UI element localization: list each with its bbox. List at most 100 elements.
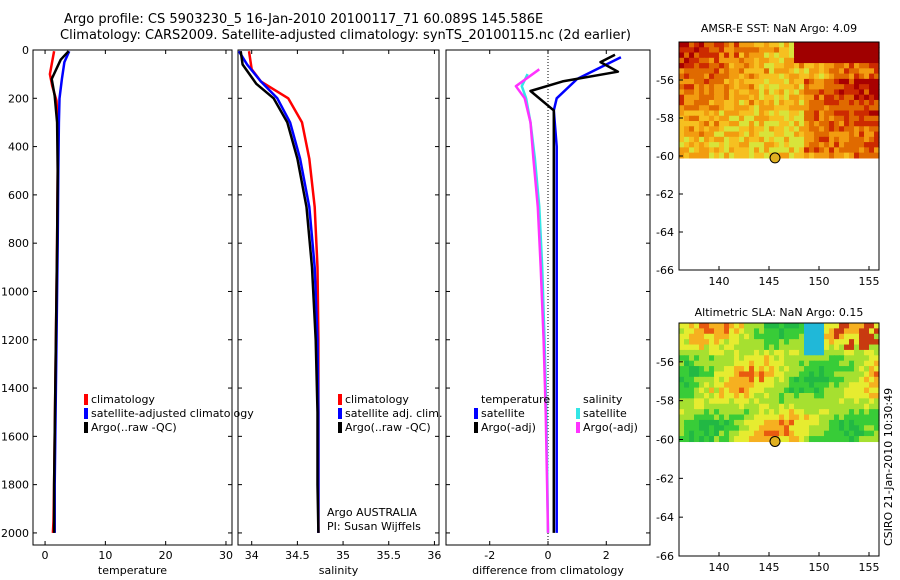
sst-map-cell bbox=[814, 142, 820, 148]
sst-map-cell bbox=[779, 63, 785, 69]
sst-map-cell bbox=[739, 84, 745, 91]
sla-map-xtick-label: 155 bbox=[859, 561, 880, 574]
sla-map-cell bbox=[814, 392, 820, 399]
sst-map-cell bbox=[744, 115, 750, 122]
sst-map-cell bbox=[739, 42, 745, 48]
sst-map-cell bbox=[684, 52, 690, 59]
sla-map-cell bbox=[704, 328, 710, 335]
sla-map-cell bbox=[709, 355, 715, 362]
sla-map-cell bbox=[774, 419, 780, 426]
sla-map-cell bbox=[849, 392, 855, 399]
sla-map-cell bbox=[694, 328, 700, 335]
sst-map-cell bbox=[864, 84, 870, 91]
sla-map-cell bbox=[759, 376, 765, 383]
sst-map-cell bbox=[754, 121, 760, 127]
sla-map-cell bbox=[734, 430, 740, 437]
sla-map-cell bbox=[709, 430, 715, 437]
sst-map-cell bbox=[789, 136, 795, 143]
sst-map-cell bbox=[699, 89, 705, 96]
sla-map-cell bbox=[734, 409, 740, 416]
sla-map-cell bbox=[839, 382, 845, 389]
sst-map-cell bbox=[864, 42, 870, 48]
sst-map-cell bbox=[784, 94, 790, 101]
sla-map-cell bbox=[719, 344, 725, 351]
sst-map-cell bbox=[769, 142, 775, 148]
sla-map-cell bbox=[709, 414, 715, 421]
sla-map-cell bbox=[874, 409, 880, 416]
sst-map-xtick-label: 140 bbox=[709, 275, 730, 288]
sst-map-cell bbox=[829, 52, 835, 59]
sla-map-cell bbox=[799, 323, 805, 329]
sla-map-cell bbox=[854, 430, 860, 437]
sst-map-cell bbox=[834, 52, 840, 59]
sla-map-cell bbox=[739, 387, 745, 394]
sla-map-cell bbox=[734, 349, 740, 356]
sst-map-cell bbox=[774, 57, 780, 64]
sst-map-cell bbox=[744, 131, 750, 138]
sst-map-cell bbox=[819, 110, 825, 117]
sla-map-cell bbox=[794, 333, 800, 340]
sst-map-cell bbox=[829, 136, 835, 143]
sst-map-cell bbox=[769, 47, 775, 54]
sla-map-cell bbox=[709, 339, 715, 346]
sst-map-cell bbox=[874, 99, 880, 106]
sla-map-cell bbox=[764, 360, 770, 367]
sst-map-cell bbox=[779, 115, 785, 122]
sst-map-cell bbox=[839, 73, 845, 80]
sst-map-cell bbox=[739, 57, 745, 64]
sla-map-cell bbox=[789, 376, 795, 383]
sla-map-cell bbox=[874, 323, 880, 329]
sla-map-cell bbox=[734, 392, 740, 399]
sst-map-cell bbox=[684, 126, 690, 133]
sst-map-cell bbox=[874, 152, 880, 159]
sst-map-cell bbox=[709, 99, 715, 106]
sla-map-cell bbox=[804, 419, 810, 426]
sst-map-cell bbox=[799, 78, 805, 85]
sla-map-cell bbox=[834, 328, 840, 335]
sla-map-cell bbox=[744, 382, 750, 389]
sst-map-cell bbox=[869, 105, 875, 112]
sst-map-cell bbox=[804, 115, 810, 122]
sst-map-cell bbox=[684, 63, 690, 69]
sst-map-cell bbox=[759, 63, 765, 69]
sst-map-cell bbox=[684, 115, 690, 122]
sst-map-cell bbox=[864, 52, 870, 59]
sla-map-cell bbox=[719, 430, 725, 437]
sla-map-cell bbox=[694, 387, 700, 394]
sla-map-cell bbox=[709, 398, 715, 405]
sla-map-cell bbox=[729, 392, 735, 399]
sla-map-cell bbox=[704, 333, 710, 340]
sst-map-cell bbox=[829, 89, 835, 96]
sla-map-cell bbox=[749, 392, 755, 399]
sst-map-cell bbox=[864, 73, 870, 80]
sst-map-cell bbox=[784, 52, 790, 59]
sla-map-cell bbox=[809, 419, 815, 426]
sst-map-cell bbox=[834, 89, 840, 96]
depth-tick-label: 800 bbox=[8, 237, 29, 250]
sst-map-cell bbox=[699, 121, 705, 127]
sla-map-cell bbox=[779, 355, 785, 362]
sla-map-cell bbox=[849, 339, 855, 346]
sst-map-cell bbox=[859, 47, 865, 54]
sst-map-cell bbox=[804, 105, 810, 112]
sst-map-cell bbox=[849, 121, 855, 127]
difference-series-temperature-satellite bbox=[552, 56, 622, 533]
sst-map-cell bbox=[734, 47, 740, 54]
sst-map-cell bbox=[759, 52, 765, 59]
sst-map-cell bbox=[839, 110, 845, 117]
sst-map-cell bbox=[809, 52, 815, 59]
sla-map-cell bbox=[719, 382, 725, 389]
sla-map-cell bbox=[729, 436, 735, 443]
sst-map-cell bbox=[869, 115, 875, 122]
sst-map-cell bbox=[719, 42, 725, 48]
sla-map-cell bbox=[829, 376, 835, 383]
sla-map-cell bbox=[739, 355, 745, 362]
sla-map-cell bbox=[839, 323, 845, 329]
sst-map-cell bbox=[844, 110, 850, 117]
sst-map-cell bbox=[859, 131, 865, 138]
sst-map-cell bbox=[829, 131, 835, 138]
sst-map-cell bbox=[809, 94, 815, 101]
sst-map-cell bbox=[714, 131, 720, 138]
sst-map-cell bbox=[679, 105, 685, 112]
